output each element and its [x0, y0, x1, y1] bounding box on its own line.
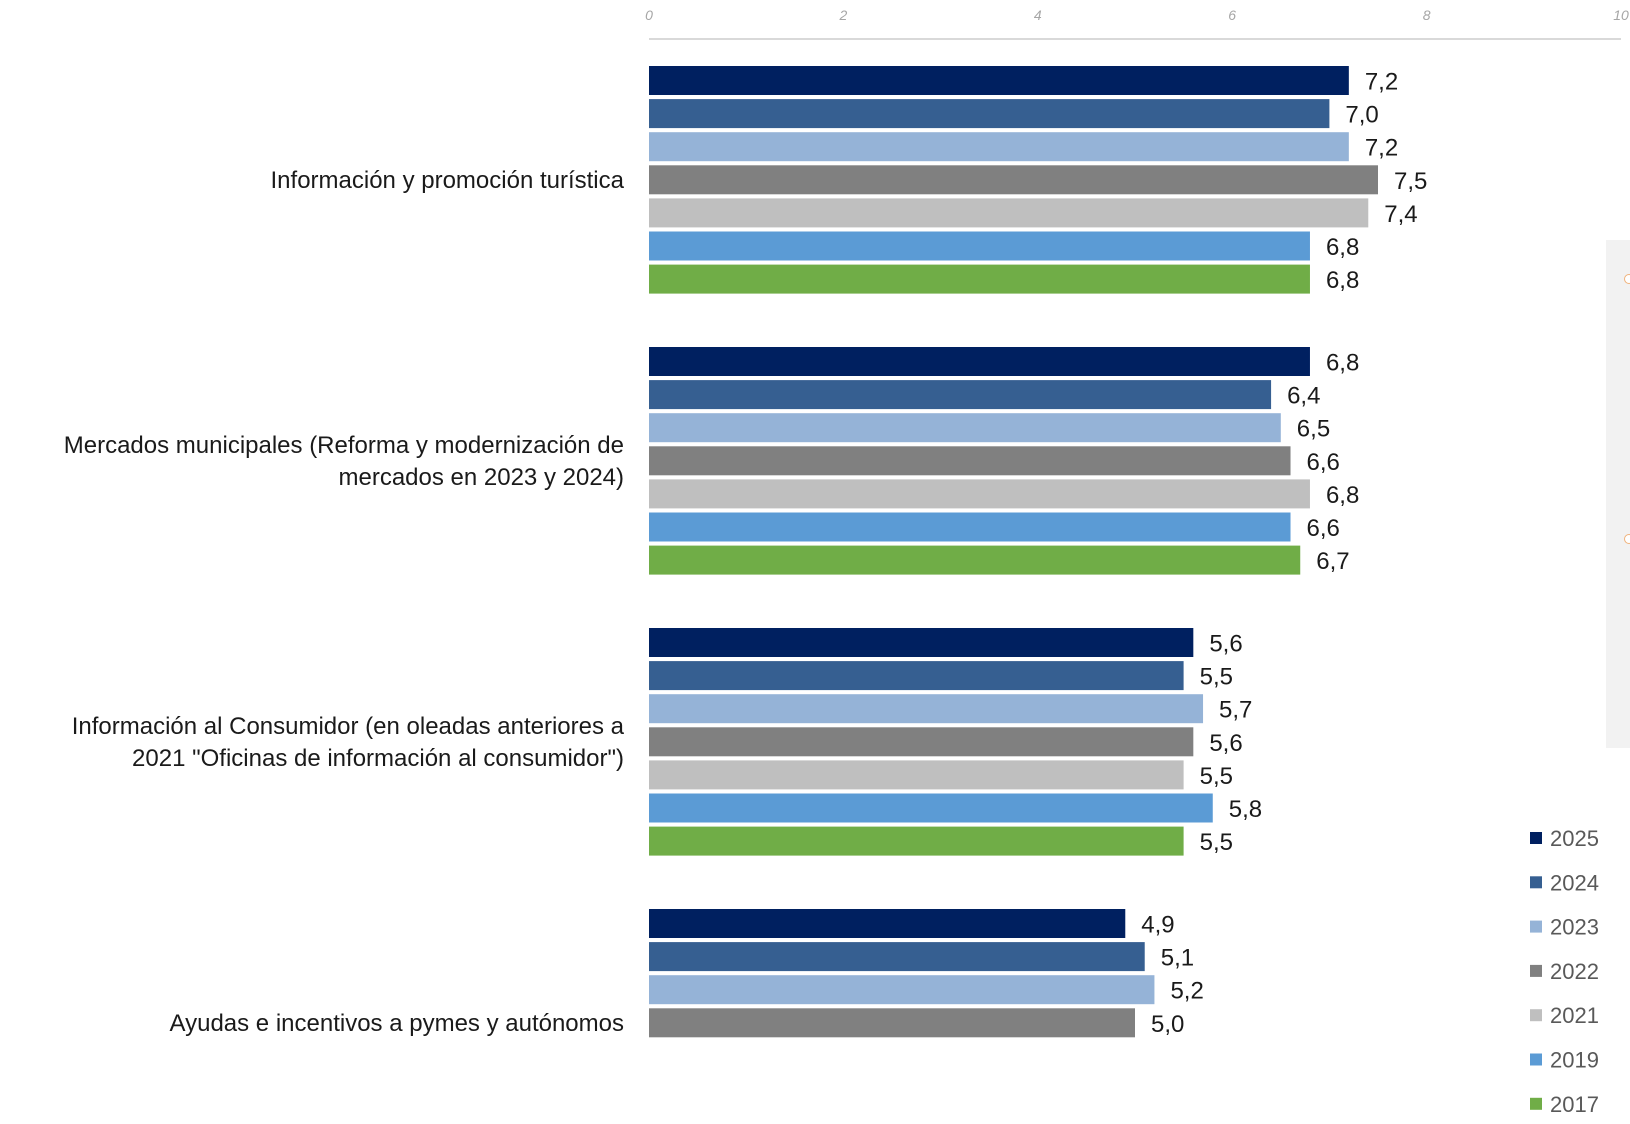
legend-label: 2017 [1550, 1092, 1599, 1117]
bar-2023-2 [649, 694, 1204, 724]
data-label: 5,0 [1151, 1011, 1184, 1038]
bar-2022-2 [649, 727, 1194, 757]
legend-swatch [1530, 964, 1542, 977]
x-tick-label: 6 [1228, 7, 1236, 23]
data-label: 6,7 [1316, 548, 1349, 575]
bar-2019-1 [649, 512, 1291, 542]
data-label: 5,5 [1200, 664, 1233, 691]
bar-2021-0 [649, 198, 1369, 228]
category-labels: Información y promoción turística Mercado… [64, 167, 625, 1037]
legend-swatch [1530, 1097, 1542, 1110]
legend-label: 2024 [1550, 870, 1599, 895]
bar-2017-0 [649, 264, 1310, 294]
legend-swatch [1530, 832, 1542, 844]
data-label: 7,5 [1394, 168, 1427, 195]
legend-swatch [1530, 876, 1542, 889]
bars [649, 66, 1378, 1038]
bar-2025-0 [649, 66, 1349, 95]
bar-2017-2 [649, 826, 1184, 856]
x-axis: 0 2 4 6 8 10 [645, 7, 1629, 40]
bar-2024-1 [649, 380, 1272, 410]
side-marker [1624, 534, 1630, 544]
data-label: 7,0 [1345, 102, 1378, 129]
legend-item-2023: 2023 [1530, 915, 1599, 940]
data-label: 5,8 [1229, 796, 1262, 823]
bar-2024-2 [649, 661, 1184, 691]
value-labels: 7,27,07,27,57,46,86,86,86,46,56,66,86,66… [1141, 69, 1427, 1038]
bar-2023-1 [649, 413, 1281, 443]
bar-2022-3 [649, 1008, 1135, 1038]
data-label: 6,4 [1287, 383, 1320, 410]
bar-2025-2 [649, 628, 1194, 657]
data-label: 6,8 [1326, 267, 1359, 294]
side-marker [1624, 274, 1630, 284]
legend-label: 2021 [1550, 1003, 1599, 1028]
data-label: 4,9 [1141, 912, 1174, 939]
legend-item-2019: 2019 [1530, 1048, 1599, 1073]
bar-2025-1 [649, 347, 1310, 376]
legend-label: 2023 [1550, 915, 1599, 940]
legend-item-2024: 2024 [1530, 870, 1599, 895]
bar-2023-3 [649, 975, 1155, 1005]
side-panel [1606, 240, 1630, 748]
data-label: 6,6 [1307, 515, 1340, 542]
bar-2017-1 [649, 545, 1301, 575]
bar-2024-0 [649, 99, 1330, 129]
legend-swatch [1530, 1053, 1542, 1066]
bar-2021-1 [649, 479, 1310, 509]
legend-swatch [1530, 1009, 1542, 1022]
data-label: 6,6 [1307, 449, 1340, 476]
data-label: 6,5 [1297, 416, 1330, 443]
bar-2021-2 [649, 760, 1184, 790]
bar-2019-2 [649, 793, 1213, 823]
x-tick-label: 8 [1423, 7, 1431, 23]
data-label: 5,5 [1200, 763, 1233, 790]
bar-2024-3 [649, 942, 1145, 972]
bar-2023-0 [649, 132, 1349, 162]
x-tick-label: 2 [839, 7, 848, 23]
legend-swatch [1530, 920, 1542, 933]
data-label: 5,2 [1170, 978, 1203, 1005]
x-tick-label: 10 [1613, 7, 1629, 23]
data-label: 6,8 [1326, 350, 1359, 377]
category-label: Ayudas e incentivos a pymes y autónomos [170, 1010, 624, 1037]
bar-2022-0 [649, 165, 1378, 195]
data-label: 6,8 [1326, 234, 1359, 261]
legend-label: 2022 [1550, 959, 1599, 984]
category-label: Información al Consumidor (en oleadas an… [72, 713, 625, 772]
data-label: 5,1 [1161, 945, 1194, 972]
data-label: 5,5 [1200, 829, 1233, 856]
data-label: 5,6 [1209, 631, 1242, 658]
bar-2022-1 [649, 446, 1291, 476]
legend-item-2025: 2025 [1530, 826, 1599, 851]
legend-item-2022: 2022 [1530, 959, 1599, 984]
legend-item-2021: 2021 [1530, 1003, 1599, 1028]
legend-item-2017: 2017 [1530, 1092, 1599, 1117]
category-label: Información y promoción turística [271, 167, 625, 194]
legend-label: 2025 [1550, 826, 1599, 851]
bar-2025-3 [649, 909, 1126, 938]
category-label: Mercados municipales (Reforma y moderniz… [64, 432, 624, 491]
data-label: 7,2 [1365, 69, 1398, 96]
data-label: 5,7 [1219, 697, 1252, 724]
bar-2019-0 [649, 231, 1310, 261]
legend-label: 2019 [1550, 1048, 1599, 1073]
legend: 2025 2024 2023 2022 2021 2019 2017 [1530, 826, 1599, 1117]
x-tick-label: 4 [1034, 7, 1042, 23]
data-label: 7,4 [1384, 201, 1417, 228]
x-tick-label: 0 [645, 7, 653, 23]
data-label: 5,6 [1209, 730, 1242, 757]
data-label: 6,8 [1326, 482, 1359, 509]
data-label: 7,2 [1365, 135, 1398, 162]
